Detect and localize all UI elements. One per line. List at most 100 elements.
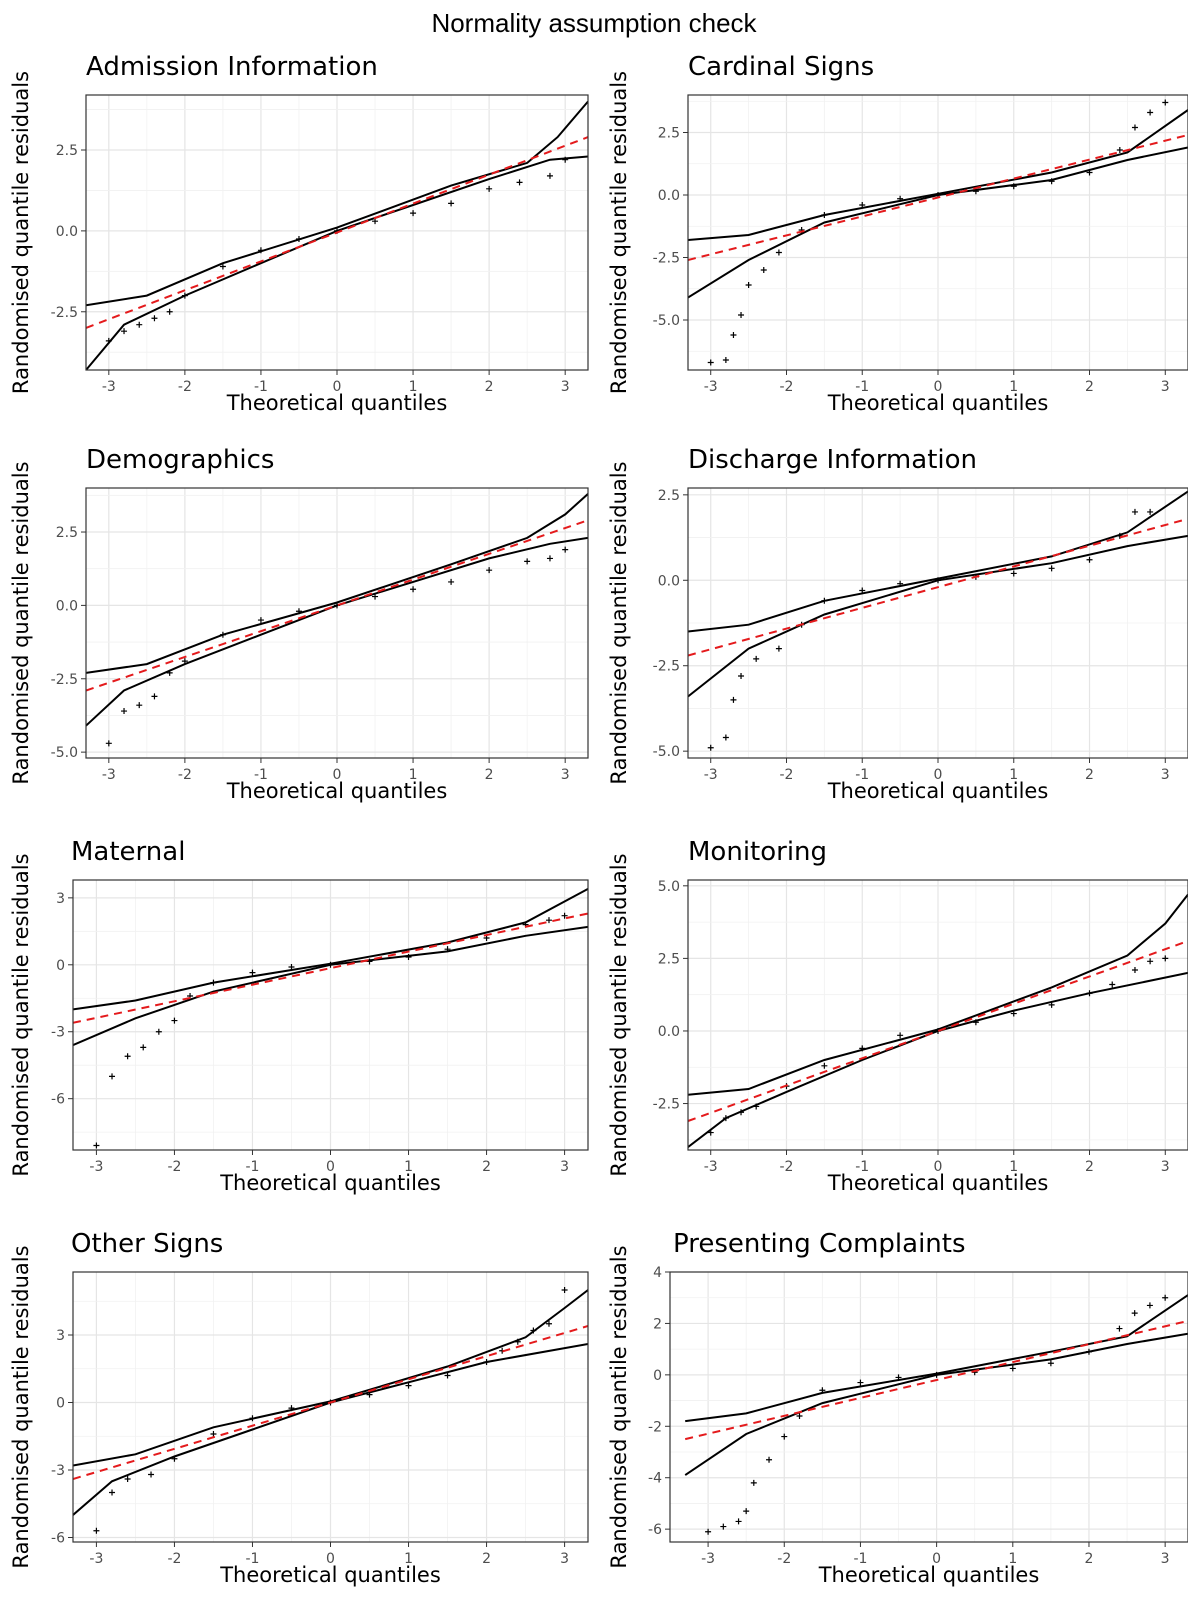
- y-tick-label: -3: [51, 1463, 65, 1479]
- residual-point: [410, 210, 417, 217]
- residual-point: [210, 1431, 217, 1437]
- residual-point: [972, 1019, 979, 1026]
- residual-point: [366, 1391, 373, 1398]
- y-axis-title: Randomised quantile residuals: [9, 461, 33, 784]
- residual-point: [859, 1045, 866, 1052]
- residual-point: [933, 1371, 940, 1378]
- x-tick-label: -2: [780, 767, 794, 783]
- panel-title: Cardinal Signs: [688, 52, 874, 82]
- residual-point: [410, 586, 417, 593]
- envelope-upper-line: [688, 893, 1188, 1096]
- envelope-upper-line: [86, 100, 588, 307]
- chart-panel: Discharge Information -3 -2 -1 0 1 2 3 -5.0 -2.5 0…: [607, 445, 1188, 803]
- residual-point: [859, 202, 866, 208]
- x-tick-label: 1: [409, 767, 418, 783]
- residual-point: [1131, 508, 1138, 515]
- x-tick-label: -2: [780, 379, 794, 395]
- x-tick-label: 0: [934, 1159, 943, 1175]
- residual-point: [257, 247, 264, 254]
- chart-panel: Other Signs -3 -2 -1 0 1 2 3 -6 -3 0 3 Theoretical q…: [9, 1229, 589, 1587]
- envelope-upper-line: [86, 493, 588, 674]
- residual-point: [448, 200, 455, 207]
- residual-point: [1047, 1360, 1054, 1367]
- residual-point: [1085, 1348, 1092, 1355]
- y-tick-label: 3: [56, 891, 65, 907]
- residual-point: [545, 917, 552, 924]
- residual-point: [166, 308, 173, 315]
- y-tick-label: -2.5: [653, 251, 680, 267]
- y-tick-label: 0: [653, 1368, 662, 1384]
- plot-area: [86, 100, 588, 370]
- x-axis-title: Theoretical quantiles: [827, 779, 1049, 803]
- residual-point: [483, 1359, 490, 1365]
- residual-point: [327, 961, 334, 968]
- residual-point: [546, 555, 553, 562]
- x-tick-label: 1: [1008, 1551, 1017, 1567]
- residual-point: [219, 263, 226, 270]
- residual-point: [295, 235, 302, 242]
- x-tick-label: 3: [561, 379, 570, 395]
- x-tick-label: -2: [178, 767, 192, 783]
- y-tick-label: 5.0: [658, 879, 680, 895]
- plot-area: [688, 490, 1188, 751]
- x-tick-label: 2: [485, 767, 494, 783]
- x-tick-label: 0: [932, 1551, 941, 1567]
- figure-title: Normality assumption check: [431, 8, 757, 38]
- y-tick-label: 2.5: [658, 126, 680, 142]
- x-tick-label: -1: [855, 767, 869, 783]
- y-tick-label: 2.5: [658, 951, 680, 967]
- y-tick-label: -2.5: [51, 672, 78, 688]
- residual-point: [444, 946, 451, 953]
- residual-point: [1086, 556, 1093, 563]
- y-axis-title: Randomised quantile residuals: [9, 1245, 33, 1568]
- residual-point: [1116, 1325, 1123, 1332]
- x-tick-label: 2: [482, 1159, 491, 1175]
- reference-line: [688, 940, 1188, 1122]
- residual-point: [897, 1032, 904, 1039]
- x-tick-label: 0: [333, 767, 342, 783]
- residual-point: [219, 631, 226, 638]
- x-tick-label: 0: [326, 1159, 335, 1175]
- residual-point: [1048, 178, 1055, 185]
- residual-point: [1010, 570, 1017, 577]
- residual-point: [730, 332, 737, 338]
- residual-point: [1146, 1302, 1153, 1309]
- residual-point: [171, 1455, 178, 1462]
- x-tick-label: -1: [855, 1159, 869, 1175]
- y-tick-label: -2.5: [653, 659, 680, 675]
- x-tick-label: 1: [1009, 379, 1018, 395]
- y-axis-title: Randomised quantile residuals: [9, 71, 33, 394]
- residual-point: [93, 1527, 100, 1534]
- residual-point: [897, 195, 904, 202]
- residual-point: [857, 1379, 864, 1386]
- x-tick-label: 2: [1085, 767, 1094, 783]
- plot-area: [688, 99, 1188, 366]
- residual-point: [897, 580, 904, 587]
- x-tick-label: -2: [780, 1159, 794, 1175]
- chart-panel: Presenting Complaints -3 -2 -1 0 1 2 3 -6 -4 -2 0 2 4…: [607, 1229, 1188, 1587]
- y-tick-label: 2: [653, 1316, 662, 1332]
- y-tick-label: -2: [648, 1419, 662, 1435]
- residual-point: [210, 979, 217, 986]
- residual-point: [136, 702, 143, 709]
- plot-area: [688, 893, 1188, 1148]
- residual-point: [1048, 565, 1055, 572]
- x-tick-label: 0: [934, 767, 943, 783]
- y-axis-title: Randomised quantile residuals: [607, 461, 631, 784]
- chart-panel: Admission Information -3 -2 -1 0 1 2 3 -2.5 0.0 2.…: [9, 52, 589, 415]
- residual-point: [109, 1073, 116, 1080]
- y-tick-label: -4: [648, 1471, 662, 1487]
- x-tick-label: 3: [1161, 767, 1170, 783]
- reference-line: [73, 912, 588, 1024]
- residual-point: [366, 958, 373, 965]
- reference-line: [73, 1325, 588, 1480]
- residual-point: [705, 1528, 712, 1535]
- y-tick-label: -5.0: [653, 744, 680, 760]
- x-tick-label: 1: [404, 1551, 413, 1567]
- x-tick-label: -3: [102, 379, 116, 395]
- residual-point: [514, 1338, 521, 1345]
- residual-point: [546, 172, 553, 179]
- x-tick-label: 3: [561, 767, 570, 783]
- y-tick-label: 2.5: [56, 143, 78, 159]
- residual-point: [166, 669, 173, 676]
